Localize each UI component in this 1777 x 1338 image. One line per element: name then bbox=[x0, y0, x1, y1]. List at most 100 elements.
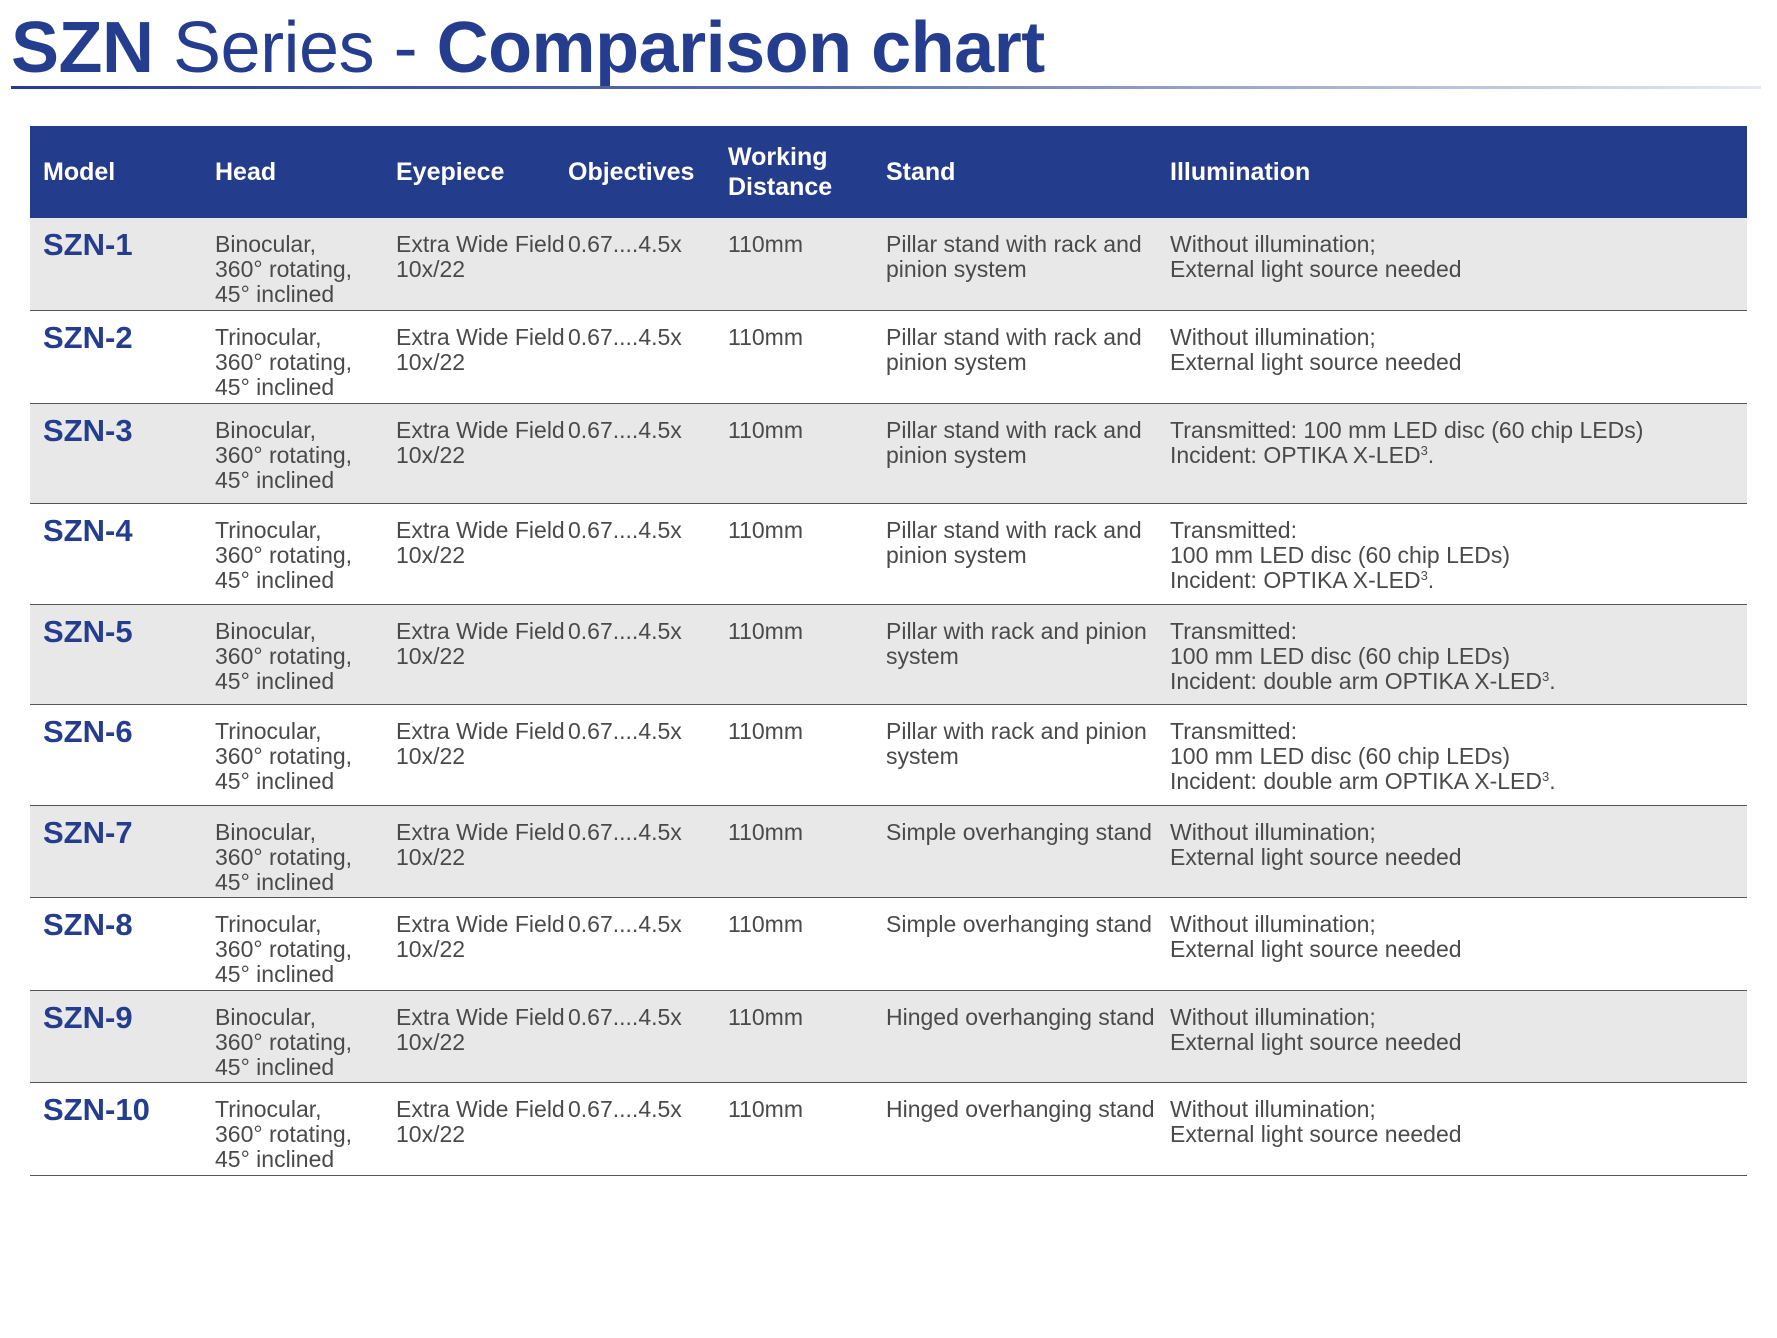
eyepiece-line: Extra Wide Field bbox=[396, 910, 565, 937]
illumination-text: Without illumination; bbox=[1170, 231, 1376, 257]
illumination-text: 100 mm LED disc (60 chip LEDs) bbox=[1170, 742, 1511, 769]
illumination-line: Without illumination; bbox=[1170, 818, 1747, 845]
illumination-line: External light source needed bbox=[1170, 935, 1747, 962]
head-cell: Binocular, 360° rotating, 45° inclined bbox=[202, 805, 383, 898]
eyepiece-line: 10x/22 bbox=[396, 441, 466, 468]
stand-cell: Simple overhanging stand bbox=[873, 897, 1157, 991]
eyepiece-line: 10x/22 bbox=[396, 935, 466, 962]
head-line: 45° inclined bbox=[215, 466, 335, 493]
working-distance-cell: 110mm bbox=[715, 805, 873, 898]
model-cell: SZN-3 bbox=[30, 403, 202, 504]
eyepiece-line: Extra Wide Field bbox=[396, 516, 565, 543]
head-line: Trinocular, bbox=[215, 1095, 322, 1122]
stand-line: pinion system bbox=[886, 441, 1027, 468]
illumination-text: Incident: double arm OPTIKA X-LED bbox=[1170, 667, 1543, 694]
table-header: Model Head Eyepiece Objectives Working Di… bbox=[30, 126, 1747, 218]
illumination-text: External light source needed bbox=[1170, 935, 1462, 962]
objectives-cell: 0.67....4.5x bbox=[555, 990, 715, 1083]
head-line: Trinocular, bbox=[215, 717, 322, 744]
header-label: Distance bbox=[728, 173, 833, 201]
eyepiece-line: 10x/22 bbox=[396, 256, 466, 282]
column-header-working-distance: Working Distance bbox=[715, 126, 873, 218]
illumination-line: External light source needed bbox=[1170, 843, 1747, 870]
working-distance-cell: 110mm bbox=[715, 1082, 873, 1176]
stand-cell: Pillar stand with rack and pinion system bbox=[873, 503, 1157, 605]
illumination-text: Without illumination; bbox=[1170, 1095, 1376, 1122]
table-row: SZN-1 Binocular, 360° rotating, 45° incline… bbox=[30, 218, 1747, 311]
illumination-line: Without illumination; bbox=[1170, 1003, 1747, 1030]
stand-line: system bbox=[886, 742, 959, 769]
head-line: 45° inclined bbox=[215, 1053, 335, 1080]
stand-line: Hinged overhanging stand bbox=[886, 1003, 1155, 1030]
illumination-text: Without illumination; bbox=[1170, 818, 1376, 845]
illumination-text: External light source needed bbox=[1170, 256, 1462, 282]
table-body: SZN-1 Binocular, 360° rotating, 45° incline… bbox=[30, 218, 1747, 1176]
head-line: 45° inclined bbox=[215, 868, 335, 895]
title-series-name: SZN bbox=[11, 8, 154, 88]
stand-line: Hinged overhanging stand bbox=[886, 1095, 1155, 1122]
stand-line: pinion system bbox=[886, 256, 1027, 282]
stand-cell: Pillar stand with rack and pinion system bbox=[873, 218, 1157, 311]
eyepiece-line: 10x/22 bbox=[396, 541, 466, 568]
head-line: 360° rotating, bbox=[215, 348, 353, 375]
eyepiece-line: Extra Wide Field bbox=[396, 717, 565, 744]
objectives-cell: 0.67....4.5x bbox=[555, 218, 715, 311]
illumination-cell: Without illumination; External light sour… bbox=[1157, 218, 1747, 311]
stand-line: Pillar stand with rack and bbox=[886, 323, 1142, 350]
working-distance-cell: 110mm bbox=[715, 704, 873, 806]
illumination-cell: Transmitted: 100 mm LED disc (60 chip LED… bbox=[1157, 704, 1747, 806]
header-label: Stand bbox=[886, 158, 956, 186]
stand-cell: Pillar stand with rack and pinion system bbox=[873, 310, 1157, 404]
head-line: Binocular, bbox=[215, 416, 317, 443]
header-label: Illumination bbox=[1170, 158, 1311, 186]
illumination-text: Without illumination; bbox=[1170, 323, 1376, 350]
illumination-line: External light source needed bbox=[1170, 348, 1747, 375]
model-cell: SZN-8 bbox=[30, 897, 202, 991]
eyepiece-line: Extra Wide Field bbox=[396, 818, 565, 845]
working-distance-cell: 110mm bbox=[715, 218, 873, 311]
illumination-text: External light source needed bbox=[1170, 348, 1462, 375]
stand-cell: Pillar with rack and pinion system bbox=[873, 604, 1157, 705]
eyepiece-line: 10x/22 bbox=[396, 843, 466, 870]
table-row: SZN-6 Trinocular, 360° rotating, 45° inclin… bbox=[30, 704, 1747, 806]
working-distance-cell: 110mm bbox=[715, 503, 873, 605]
illumination-text: Without illumination; bbox=[1170, 1003, 1376, 1030]
table-row: SZN-8 Trinocular, 360° rotating, 45° inclin… bbox=[30, 897, 1747, 991]
head-cell: Binocular, 360° rotating, 45° inclined bbox=[202, 218, 383, 311]
head-line: 360° rotating, bbox=[215, 541, 353, 568]
illumination-suffix: . bbox=[1549, 767, 1556, 794]
illumination-line: External light source needed bbox=[1170, 1121, 1747, 1147]
model-cell: SZN-4 bbox=[30, 503, 202, 605]
illumination-cell: Without illumination; External light sour… bbox=[1157, 1082, 1747, 1176]
title-underline bbox=[11, 86, 1761, 89]
eyepiece-line: 10x/22 bbox=[396, 1028, 466, 1055]
head-cell: Trinocular, 360° rotating, 45° inclined bbox=[202, 503, 383, 605]
table-row: SZN-2 Trinocular, 360° rotating, 45° inclin… bbox=[30, 310, 1747, 404]
objectives-cell: 0.67....4.5x bbox=[555, 704, 715, 806]
table-row: SZN-4 Trinocular, 360° rotating, 45° inclin… bbox=[30, 503, 1747, 605]
header-label: Head bbox=[215, 158, 277, 186]
stand-line: Simple overhanging stand bbox=[886, 910, 1152, 937]
objectives-cell: 0.67....4.5x bbox=[555, 403, 715, 504]
stand-line: pinion system bbox=[886, 541, 1027, 568]
illumination-line: External light source needed bbox=[1170, 257, 1747, 282]
head-line: 360° rotating, bbox=[215, 742, 353, 769]
head-line: 45° inclined bbox=[215, 1145, 335, 1172]
head-line: 360° rotating, bbox=[215, 441, 353, 468]
model-cell: SZN-7 bbox=[30, 805, 202, 898]
eyepiece-line: Extra Wide Field bbox=[396, 1095, 565, 1122]
head-line: Trinocular, bbox=[215, 323, 322, 350]
illumination-text: External light source needed bbox=[1170, 843, 1462, 870]
illumination-line: Incident: OPTIKA X-LED3. bbox=[1170, 442, 1747, 468]
superscript: 3 bbox=[1420, 442, 1428, 458]
illumination-cell: Transmitted: 100 mm LED disc (60 chip LE… bbox=[1157, 403, 1747, 504]
eyepiece-line: Extra Wide Field bbox=[396, 416, 565, 443]
head-line: 360° rotating, bbox=[215, 1028, 353, 1055]
eyepiece-cell: Extra Wide Field 10x/22 bbox=[383, 218, 565, 311]
model-cell: SZN-1 bbox=[30, 218, 202, 311]
table-row: SZN-10 Trinocular, 360° rotating, 45° incli… bbox=[30, 1082, 1747, 1176]
model-cell: SZN-2 bbox=[30, 310, 202, 404]
illumination-text: 100 mm LED disc (60 chip LEDs) bbox=[1170, 642, 1511, 669]
eyepiece-cell: Extra Wide Field 10x/22 bbox=[383, 897, 565, 991]
working-distance-cell: 110mm bbox=[715, 403, 873, 504]
